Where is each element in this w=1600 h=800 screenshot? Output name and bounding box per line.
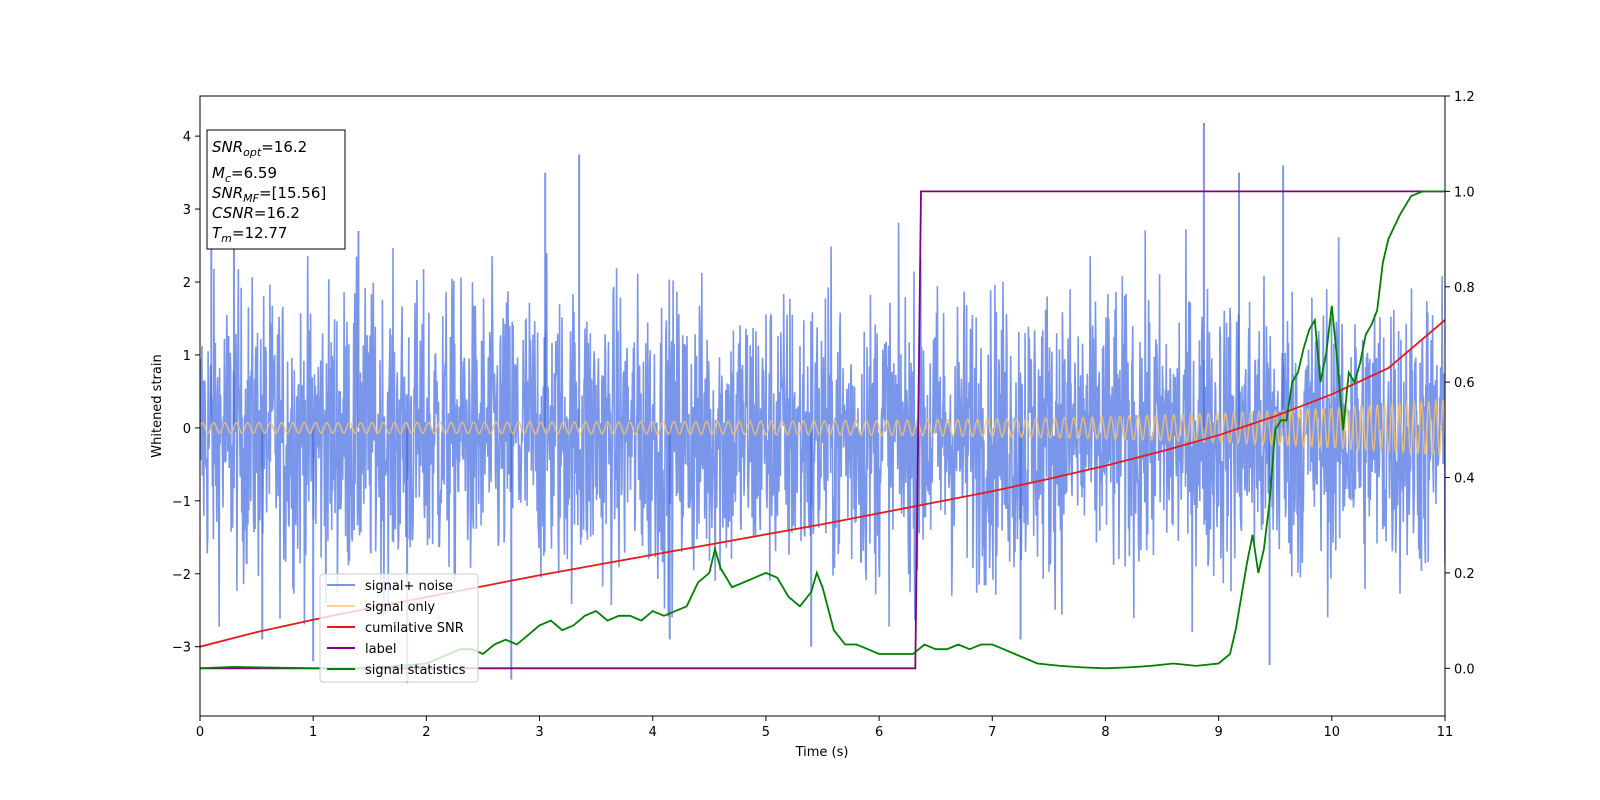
info-box: SNRopt=16.2 Mc=6.59 SNRMF=[15.56] CSNR=1…: [206, 129, 346, 250]
x-axis-label: Time (s): [795, 745, 849, 760]
y-tick-label: −1: [172, 495, 191, 510]
y2-tick-label: 0.6: [1454, 376, 1475, 391]
info-box-frame: [206, 129, 346, 250]
legend: signal+ noise signal only cumilative SNR la…: [319, 573, 479, 683]
y2-tick-label: 0.0: [1454, 662, 1475, 677]
info-snr-opt: SNRopt=16.2: [212, 138, 307, 159]
x-tick-label: 7: [988, 725, 996, 740]
x-tick-label: 4: [649, 725, 657, 740]
y-tick-label: 3: [183, 203, 191, 218]
legend-label: cumilative SNR: [365, 621, 464, 636]
x-tick-label: 0: [196, 725, 204, 740]
x-tick-label: 9: [1214, 725, 1222, 740]
x-tick-label: 10: [1324, 725, 1341, 740]
info-snr-mf: SNRMF=[15.56]: [212, 184, 326, 205]
x-tick-label: 8: [1101, 725, 1109, 740]
series-signal-statistics: [200, 190, 1445, 670]
info-tm: Tm=12.77: [212, 224, 287, 245]
info-csnr: CSNR=16.2: [212, 204, 300, 222]
y2-tick-label: 0.2: [1454, 567, 1475, 582]
y2-tick-label: 1.0: [1454, 185, 1475, 200]
x-tick-label: 1: [309, 725, 317, 740]
legend-label: signal only: [365, 600, 435, 615]
series-label: [200, 190, 1445, 670]
series-layer: [200, 122, 1445, 684]
y2-tick-label: 0.8: [1454, 281, 1475, 296]
y-axis-label: Whitened strain: [150, 354, 165, 457]
y-tick-label: −2: [172, 568, 191, 583]
x-tick-label: 2: [422, 725, 430, 740]
x-tick-label: 5: [762, 725, 770, 740]
x-tick-label: 6: [875, 725, 883, 740]
plot-frame: [199, 95, 1446, 717]
y-axis-left: −3 −2 −1 0 1 2 3 4: [172, 130, 200, 656]
info-mc: Mc=6.59: [212, 164, 277, 185]
legend-label: signal statistics: [365, 663, 466, 678]
legend-label: label: [365, 642, 396, 657]
y-tick-label: 1: [183, 349, 191, 364]
legend-label: signal+ noise: [365, 579, 453, 594]
x-tick-label: 11: [1437, 725, 1454, 740]
legend-frame: [319, 573, 479, 683]
y-tick-label: 0: [183, 422, 191, 437]
y-tick-label: −3: [172, 641, 191, 656]
series-signal-only: [200, 397, 1445, 458]
y-tick-label: 4: [183, 130, 191, 145]
y-axis-right: 0.0 0.2 0.4 0.6 0.8 1.0 1.2: [1445, 90, 1475, 677]
x-tick-label: 3: [535, 725, 543, 740]
y2-tick-label: 1.2: [1454, 90, 1475, 105]
x-axis: 0 1 2 3 4 5 6 7 8 9 10 11: [196, 716, 1453, 740]
y2-tick-label: 0.4: [1454, 472, 1475, 487]
y-tick-label: 2: [183, 276, 191, 291]
